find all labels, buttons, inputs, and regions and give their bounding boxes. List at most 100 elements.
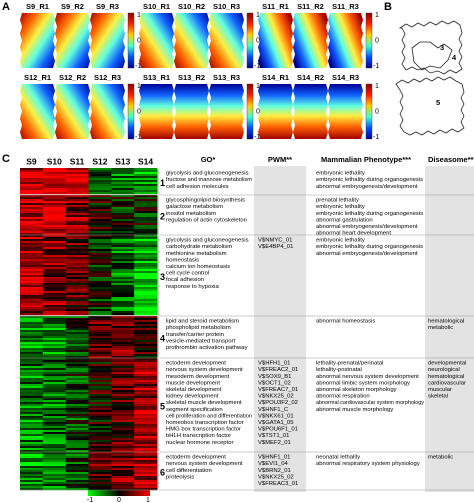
heatmap-cell — [42, 217, 66, 220]
heatmap-cell — [134, 287, 158, 290]
heatmap-cell — [88, 420, 112, 423]
heatmap-cell — [88, 334, 112, 337]
heatmap-cell — [111, 370, 135, 373]
heatmap-cell — [42, 263, 66, 266]
heatmap-cell — [42, 241, 66, 244]
tile-label: S14_R1 — [262, 73, 289, 82]
colorbar-label: 0 — [117, 497, 121, 503]
cluster-number: 1 — [160, 178, 165, 188]
heatmap-cell — [20, 474, 44, 477]
heatmap-cell — [42, 168, 66, 171]
heatmap-cell — [20, 251, 44, 254]
heatmap-cell — [20, 434, 44, 437]
expression-map — [293, 84, 328, 139]
heatmap-cell — [65, 444, 89, 447]
colorbar-label: 1 — [256, 83, 260, 90]
heatmap-cell — [65, 364, 89, 367]
phenotype-term: lethality-postnatal — [316, 367, 362, 373]
go-term: homeostasis — [166, 257, 199, 263]
heatmap-cell — [88, 267, 112, 270]
heatmap-cell — [20, 295, 44, 298]
heatmap-cell — [111, 281, 135, 284]
heatmap-cell — [65, 458, 89, 461]
heatmap-cell — [88, 444, 112, 447]
heatmap-cell — [134, 338, 158, 341]
heatmap-cell — [88, 217, 112, 220]
heatmap-cell — [20, 182, 44, 185]
heatmap-cell — [42, 257, 66, 260]
heatmap-cell — [20, 209, 44, 212]
colorbar-label: -1 — [254, 63, 260, 70]
heatmap-cell — [134, 434, 158, 437]
colorbar-label: -1 — [135, 63, 141, 70]
heatmap-cell — [134, 313, 158, 316]
diseasome-term: hematological — [428, 319, 464, 325]
phenotype-term: abnormal embryogenesis/development — [316, 224, 418, 230]
heatmap-cell — [20, 297, 44, 300]
heatmap-cell — [20, 211, 44, 214]
tile-label: S13_R1 — [143, 73, 170, 82]
phenotype-term: embryonic lethality during organogenesis — [316, 177, 423, 183]
heatmap-cell — [88, 374, 112, 377]
heatmap-cell — [134, 299, 158, 302]
heatmap-cell — [42, 273, 66, 276]
heatmap-cell — [134, 263, 158, 266]
heatmap-cell — [65, 297, 89, 300]
heatmap-cell — [111, 468, 135, 471]
heatmap-cell — [65, 205, 89, 208]
heatmap-cell — [20, 486, 44, 489]
heatmap-cell — [134, 197, 158, 200]
heatmap-cell — [88, 392, 112, 395]
go-term: transfer/carrier protein — [166, 332, 224, 338]
heatmap-cell — [134, 205, 158, 208]
sample-label: S11 — [70, 156, 85, 166]
colorbar-label: 1 — [256, 12, 260, 19]
phenotype-term: abnormal muscle morphology — [316, 407, 393, 413]
heatmap-cell — [20, 364, 44, 367]
colorbar-label: 1 — [137, 83, 141, 90]
heatmap-cell — [65, 446, 89, 449]
heatmap-cell — [65, 340, 89, 343]
phenotype-term: embryonic lethality — [316, 238, 365, 244]
heatmap-cell — [111, 170, 135, 173]
pwm-term: V$POU6F1_01 — [258, 427, 298, 433]
heatmap-cell — [88, 350, 112, 353]
go-term: prothrombin activation pathway — [166, 345, 248, 351]
heatmap-cell — [20, 428, 44, 431]
heatmap-cell — [42, 215, 66, 218]
heatmap-cell — [42, 482, 66, 485]
heatmap-cell — [20, 219, 44, 222]
heatmap-cell — [42, 452, 66, 455]
phenotype-term: abnormal limbic system morphology — [316, 380, 410, 386]
heatmap-cell — [65, 291, 89, 294]
heatmap-cell — [42, 190, 66, 193]
heatmap-cell — [20, 348, 44, 351]
heatmap-cell — [88, 203, 112, 206]
heatmap-cell — [65, 422, 89, 425]
heatmap-cell — [20, 195, 44, 198]
heatmap-cell — [20, 197, 44, 200]
heatmap-cell — [65, 295, 89, 298]
heatmap-cell — [134, 418, 158, 421]
heatmap-cell — [65, 404, 89, 407]
heatmap-cell — [111, 263, 135, 266]
heatmap-cell — [111, 176, 135, 179]
heatmap-cell — [20, 406, 44, 409]
heatmap-cell — [111, 412, 135, 415]
panel-label: B — [384, 1, 392, 13]
heatmap-cell — [65, 223, 89, 226]
heatmap-cell — [42, 243, 66, 246]
heatmap-cell — [20, 190, 44, 193]
heatmap-cell — [20, 368, 44, 371]
heatmap-cell — [65, 334, 89, 337]
heatmap-cell — [88, 472, 112, 475]
heatmap-cell — [134, 243, 158, 246]
heatmap-cell — [111, 338, 135, 341]
heatmap-cell — [134, 476, 158, 479]
heatmap-cell — [88, 201, 112, 204]
expression-map — [139, 84, 174, 139]
heatmap-cell — [20, 273, 44, 276]
heatmap-cell — [65, 245, 89, 248]
heatmap-cell — [88, 190, 112, 193]
heatmap-cell — [65, 211, 89, 214]
